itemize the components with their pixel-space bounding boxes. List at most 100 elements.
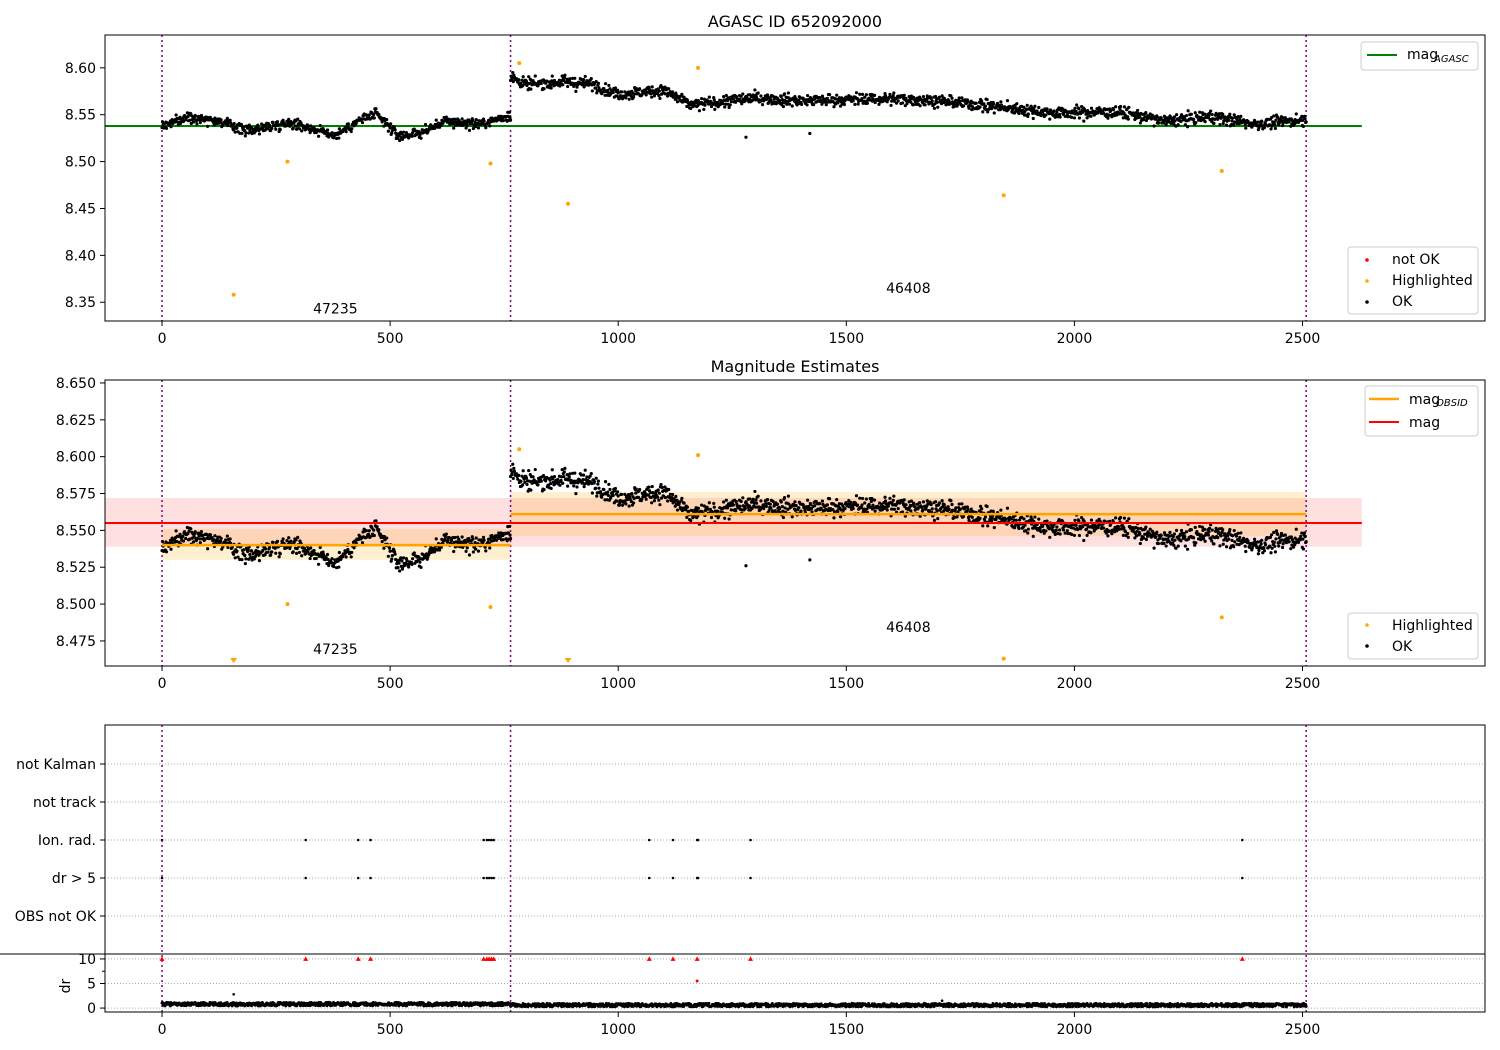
ok-point xyxy=(602,87,606,91)
ok-point xyxy=(536,483,540,487)
ok-point xyxy=(1236,531,1240,535)
ok-point xyxy=(271,540,275,544)
ok-point xyxy=(1185,125,1190,129)
flag-row-label: Ion. rad. xyxy=(38,833,96,849)
ok-point xyxy=(1109,109,1113,113)
ok-point xyxy=(656,495,660,499)
ok-point xyxy=(751,497,755,501)
ok-point xyxy=(219,536,223,540)
obsid-label: 46408 xyxy=(886,281,931,297)
ok-point xyxy=(337,565,341,569)
ok-point xyxy=(865,101,870,105)
ok-point xyxy=(1159,116,1163,120)
ok-point xyxy=(364,529,369,533)
ok-point xyxy=(1210,539,1214,543)
ok-point xyxy=(377,528,381,532)
ok-point xyxy=(658,96,662,100)
ok-point xyxy=(195,122,199,126)
ok-point xyxy=(1183,544,1187,548)
ok-point xyxy=(627,97,631,101)
ok-point xyxy=(999,508,1003,512)
ok-point xyxy=(256,123,260,127)
ok-point xyxy=(542,488,546,492)
ok-point xyxy=(297,127,302,131)
ok-point xyxy=(228,537,232,541)
ok-point xyxy=(778,99,782,103)
ok-point xyxy=(793,500,797,504)
dr-axis-label: dr xyxy=(58,978,74,993)
legend-label: OK xyxy=(1392,294,1413,310)
ok-point xyxy=(1243,544,1247,548)
ok-point xyxy=(1023,523,1027,527)
ok-point xyxy=(697,109,702,113)
ok-point xyxy=(168,538,173,542)
ok-point xyxy=(741,92,745,96)
ok-point xyxy=(958,507,962,511)
ok-point xyxy=(744,564,748,568)
ok-point xyxy=(1063,531,1067,535)
axes-frame xyxy=(104,34,1486,322)
ok-point xyxy=(401,556,406,560)
ok-point xyxy=(410,557,415,561)
ok-point xyxy=(243,561,247,566)
ok-point xyxy=(257,559,262,563)
ok-point xyxy=(825,503,829,507)
ok-point xyxy=(517,473,521,477)
ok-point xyxy=(760,103,765,107)
ok-point xyxy=(1232,123,1236,127)
ok-point xyxy=(380,120,384,124)
ok-point xyxy=(1057,106,1061,110)
ok-point xyxy=(372,528,376,532)
ok-point xyxy=(849,500,853,505)
ok-point xyxy=(1189,112,1194,116)
ok-point xyxy=(199,113,204,118)
legend-label: not OK xyxy=(1392,252,1440,268)
ok-point xyxy=(574,492,578,496)
ok-point xyxy=(444,115,448,119)
ok-point xyxy=(1155,530,1159,534)
ok-point xyxy=(860,96,864,101)
ok-point xyxy=(444,532,448,536)
legend-marker xyxy=(1365,258,1369,262)
ok-point xyxy=(608,87,612,91)
ok-point xyxy=(731,503,736,507)
ok-point xyxy=(1058,528,1062,532)
legend-marker xyxy=(1365,300,1369,304)
ok-point xyxy=(805,103,809,107)
flag-point xyxy=(1241,876,1244,880)
ok-point xyxy=(1183,535,1187,539)
ok-point xyxy=(1256,552,1261,556)
ok-point xyxy=(558,84,562,88)
ok-point xyxy=(1230,534,1235,538)
ok-point xyxy=(1183,123,1187,127)
ok-point xyxy=(508,537,513,541)
ok-point xyxy=(399,556,403,560)
ok-point xyxy=(1212,542,1216,546)
ok-point xyxy=(983,515,988,519)
ok-point xyxy=(799,509,803,513)
ok-point xyxy=(1176,544,1180,548)
ok-point xyxy=(966,507,970,512)
ok-point xyxy=(1017,526,1021,531)
ok-point xyxy=(885,100,889,104)
ok-point xyxy=(624,502,628,506)
ok-point xyxy=(390,557,394,561)
ok-point xyxy=(474,547,478,551)
ok-point xyxy=(171,121,175,126)
ok-point xyxy=(778,507,782,511)
ok-point xyxy=(863,501,867,505)
flag-point xyxy=(482,876,485,880)
ok-point xyxy=(712,95,716,100)
ok-point xyxy=(1138,541,1142,546)
ok-point xyxy=(273,546,277,550)
ok-point xyxy=(330,557,334,561)
ok-point xyxy=(1230,116,1235,120)
ok-point xyxy=(820,499,825,503)
ok-point xyxy=(981,524,985,528)
ok-point xyxy=(627,504,631,508)
dr-point xyxy=(328,1001,332,1005)
ok-point xyxy=(464,549,468,553)
ok-point xyxy=(1073,106,1077,110)
ok-point xyxy=(728,103,732,107)
ok-point xyxy=(834,97,838,101)
